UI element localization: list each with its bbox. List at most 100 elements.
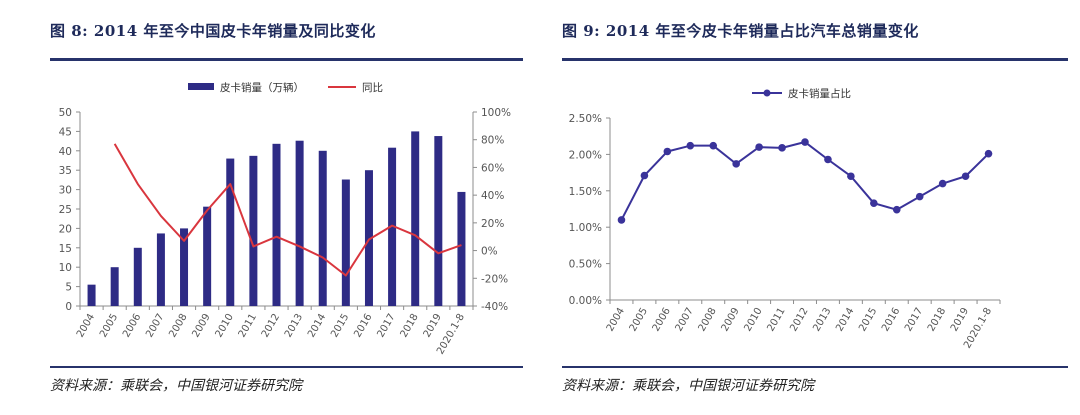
left-y-tick-label: 45 xyxy=(59,126,72,138)
figure-9-title: 图 9: 2014 年至今皮卡年销量占比汽车总销量变化 xyxy=(562,22,919,40)
right-y-tick-label: 20% xyxy=(481,218,504,230)
figure-9-top-rule xyxy=(562,58,1068,61)
sales-bar xyxy=(272,143,281,306)
yoy-line xyxy=(113,143,462,277)
left-y-tick-label: 15 xyxy=(59,243,72,255)
share-point xyxy=(915,192,924,201)
legend-bar-swatch xyxy=(188,83,214,90)
share-point xyxy=(686,141,695,150)
sales-bar xyxy=(249,155,258,306)
x-tick-label: 2006 xyxy=(651,306,673,334)
x-tick-label: 2018 xyxy=(926,306,948,334)
pickup-sales-chart: 皮卡销量（万辆） 同比 0 5 10 15 20 25 30 35 40 45 50 -40% -20% 0%… xyxy=(59,81,511,356)
y-tick-label: 0.50% xyxy=(569,259,602,271)
figure-8-title: 图 8: 2014 年至今中国皮卡年销量及同比变化 xyxy=(50,22,376,40)
sales-bar xyxy=(203,206,212,306)
left-y-tick-label: 20 xyxy=(59,223,72,235)
share-point xyxy=(801,138,809,146)
figure-9-source: 资料来源：乘联会，中国银河证券研究院 xyxy=(562,378,814,394)
x-tick-label: 2012 xyxy=(788,306,810,334)
share-point xyxy=(617,216,626,224)
left-y-tick-label: 5 xyxy=(65,282,72,294)
x-tick-label: 2014 xyxy=(834,306,856,334)
legend-line-label: 同比 xyxy=(362,81,383,94)
figure-8-panel: 图 8: 2014 年至今中国皮卡年销量及同比变化 皮卡销量（万辆） 同比 0 5 10… xyxy=(50,22,523,394)
right-y-tick-label: -20% xyxy=(481,273,508,285)
x-tick-label: 2015 xyxy=(857,306,879,334)
x-tick-label: 2013 xyxy=(283,312,305,340)
x-tick-label: 2010 xyxy=(214,312,236,340)
x-tick-label: 2017 xyxy=(903,306,925,334)
left-y-tick-label: 35 xyxy=(59,165,72,177)
x-tick-label: 2016 xyxy=(352,312,374,340)
sales-bar xyxy=(388,147,397,306)
sales-bar xyxy=(87,284,96,306)
figure-8-source: 资料来源：乘联会，中国银河证券研究院 xyxy=(50,378,302,394)
share-point xyxy=(709,141,718,150)
x-tick-label: 2008 xyxy=(697,306,719,334)
legend-bar-label: 皮卡销量（万辆） xyxy=(220,81,304,94)
x-tick-label: 2006 xyxy=(121,312,143,340)
y-tick-label: 2.50% xyxy=(569,113,602,125)
figure-9-bottom-rule xyxy=(562,366,1068,368)
x-tick-label: 2005 xyxy=(628,306,650,334)
share-point xyxy=(663,147,672,156)
sales-bar xyxy=(411,131,420,306)
sales-bar xyxy=(156,233,165,306)
x-tick-label: 2019 xyxy=(949,306,971,334)
y-tick-label: 1.50% xyxy=(569,186,602,198)
left-y-tick-label: 40 xyxy=(59,146,72,158)
right-y-tick-label: 100% xyxy=(481,107,511,119)
x-tick-label: 2015 xyxy=(329,312,351,340)
x-tick-label: 2017 xyxy=(375,312,397,340)
sales-bar xyxy=(295,140,304,306)
y-tick-label: 2.00% xyxy=(569,149,602,161)
left-y-tick-label: 50 xyxy=(59,107,72,119)
x-tick-label: 2007 xyxy=(674,306,696,334)
left-y-tick-label: 0 xyxy=(65,301,72,313)
figure-8-top-rule xyxy=(50,58,523,61)
left-y-tick-label: 25 xyxy=(59,204,72,216)
sales-bar xyxy=(226,158,235,306)
x-tick-label: 2013 xyxy=(811,306,833,334)
sales-bar xyxy=(457,191,466,306)
legend-share-marker xyxy=(763,89,771,97)
right-y-tick-label: 0% xyxy=(481,246,498,258)
legend-share-label: 皮卡销量占比 xyxy=(788,87,851,100)
sales-bar xyxy=(364,170,373,306)
share-point xyxy=(847,172,855,181)
sales-bar xyxy=(318,150,327,306)
x-tick-label: 2011 xyxy=(765,306,787,334)
x-tick-label: 2009 xyxy=(190,312,212,340)
share-point xyxy=(984,149,993,158)
sales-bar xyxy=(110,267,119,306)
y-tick-label: 0.00% xyxy=(569,295,602,307)
x-tick-label: 2014 xyxy=(306,312,328,340)
figure-8-bottom-rule xyxy=(50,366,523,368)
x-tick-label: 2004 xyxy=(605,306,627,334)
share-point xyxy=(640,171,649,180)
x-tick-label: 2010 xyxy=(742,306,764,334)
share-point xyxy=(961,172,970,181)
share-line xyxy=(620,141,990,221)
share-point xyxy=(755,143,763,151)
x-tick-label: 2004 xyxy=(75,312,97,340)
left-y-tick-label: 10 xyxy=(59,262,72,274)
x-tick-label: 2007 xyxy=(144,312,166,340)
x-tick-label: 2011 xyxy=(237,312,259,340)
share-point xyxy=(778,144,786,152)
x-tick-label: 2008 xyxy=(167,312,189,340)
share-point xyxy=(732,160,740,168)
right-y-tick-label: -40% xyxy=(481,301,508,313)
x-tick-label: 2019 xyxy=(422,312,444,340)
figure-9-panel: 图 9: 2014 年至今皮卡年销量占比汽车总销量变化 皮卡销量占比 0.00% 0… xyxy=(540,0,1080,415)
x-tick-label: 2005 xyxy=(98,312,120,340)
x-tick-label: 2009 xyxy=(720,306,742,334)
x-tick-label: 2016 xyxy=(880,306,902,334)
right-y-tick-label: 80% xyxy=(481,135,504,147)
sales-bar xyxy=(434,136,443,306)
x-tick-label: 2012 xyxy=(260,312,282,340)
share-point xyxy=(892,205,901,214)
right-y-tick-label: 60% xyxy=(481,162,504,174)
x-tick-label: 2018 xyxy=(399,312,421,340)
